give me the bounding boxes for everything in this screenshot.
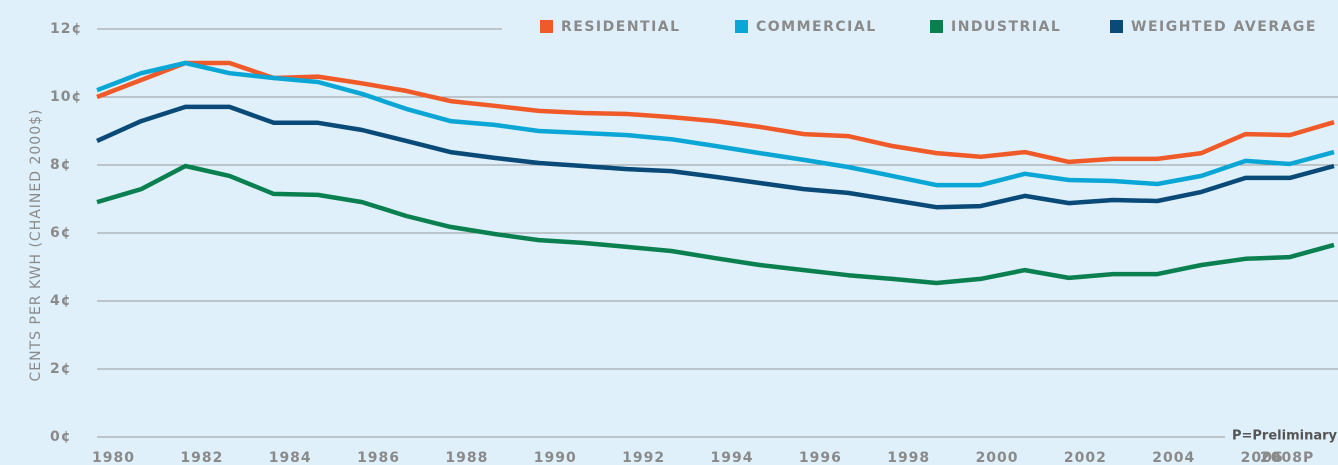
legend-backdrop	[502, 12, 1338, 46]
y-tick-label: 10¢	[50, 89, 82, 105]
x-tick-label: 1992	[622, 450, 665, 465]
legend-label: RESIDENTIAL	[561, 19, 681, 35]
legend-swatch	[1110, 20, 1123, 33]
annotation-backdrop	[1225, 425, 1338, 449]
x-tick-label: 1990	[534, 450, 577, 465]
x-tick-label: 2008P	[1260, 450, 1314, 465]
annotation: P=Preliminary	[1232, 429, 1338, 444]
legend-swatch	[540, 20, 553, 33]
legend-swatch	[930, 20, 943, 33]
y-tick-label: 6¢	[50, 225, 71, 241]
x-tick-label: 1988	[445, 450, 488, 465]
series-line	[96, 104, 1335, 210]
x-tick-label: 1982	[180, 450, 223, 465]
series-line	[96, 163, 1335, 286]
x-tick-label: 1994	[711, 450, 754, 465]
legend-label: WEIGHTED AVERAGE	[1131, 19, 1317, 35]
y-tick-label: 0¢	[50, 429, 71, 445]
x-tick-label: 2002	[1064, 450, 1107, 465]
y-axis-label: CENTS PER KWH (CHAINED 2000$)	[28, 109, 44, 382]
x-tick-label: 1998	[887, 450, 930, 465]
y-tick-label: 2¢	[50, 361, 71, 377]
x-tick-label: 1984	[269, 450, 312, 465]
x-tick-label: 2000	[976, 450, 1019, 465]
x-tick-label: 2006	[1241, 450, 1284, 465]
y-tick-label: 12¢	[50, 21, 82, 37]
legend-label: INDUSTRIAL	[951, 19, 1061, 35]
series-line	[96, 60, 1335, 165]
x-tick-label: 1980	[92, 450, 135, 465]
x-tick-label: 1986	[357, 450, 400, 465]
x-tick-label: 1996	[799, 450, 842, 465]
legend-label: COMMERCIAL	[756, 19, 877, 35]
legend-swatch	[735, 20, 748, 33]
y-tick-label: 8¢	[50, 157, 71, 173]
x-tick-label: 2004	[1152, 450, 1195, 465]
y-tick-label: 4¢	[50, 293, 71, 309]
series-line	[96, 60, 1335, 188]
